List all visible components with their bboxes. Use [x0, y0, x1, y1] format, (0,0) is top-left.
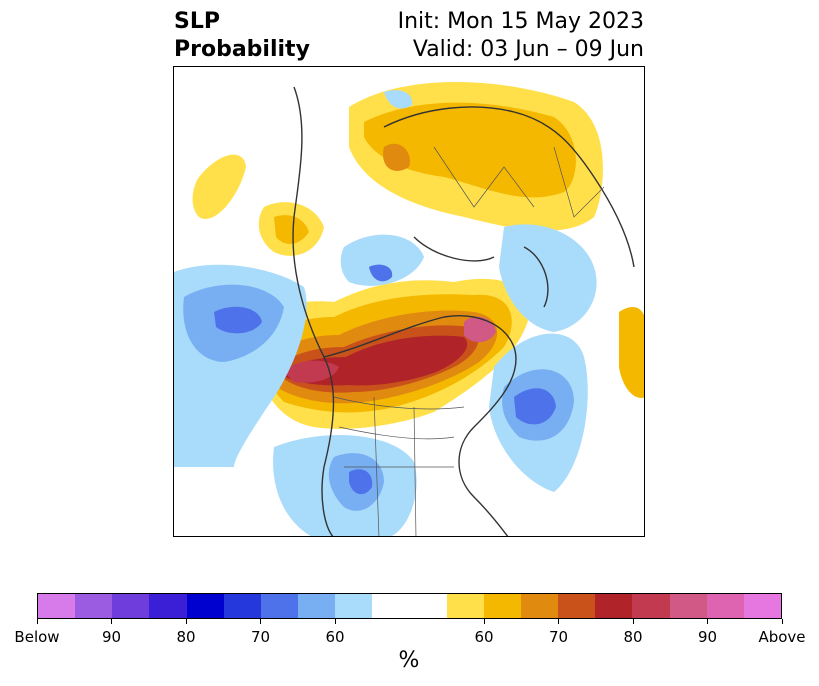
- forecast-dates: Init: Mon 15 May 2023 Valid: 03 Jun – 09…: [398, 8, 644, 64]
- colorbar-cell-below-5: [223, 594, 261, 618]
- colorbar-unit: %: [398, 648, 420, 673]
- colorbar-cell-above-1: [483, 594, 522, 618]
- colorbar-tick-label: 70: [250, 628, 271, 646]
- anomaly-gold-coast: [274, 215, 309, 244]
- coastlines: [292, 86, 635, 536]
- anomaly-lightblue-arctic: [499, 224, 597, 332]
- anomaly-crimson-west: [284, 360, 339, 383]
- anomaly-yellow-east: [619, 307, 644, 398]
- colorbar-tick-mark: [334, 619, 336, 624]
- colorbar-cell-above-7: [706, 594, 744, 618]
- colorbar-cell-below-1: [75, 594, 113, 618]
- colorbar-tick-label: 90: [101, 628, 122, 646]
- colorbar-cell-below-0: [38, 594, 76, 618]
- colorbar-tick-mark: [483, 619, 485, 624]
- colorbar-cell-below-3: [149, 594, 187, 618]
- map-title: SLP Probability: [174, 8, 310, 64]
- colorbar-cell-above-2: [521, 594, 559, 618]
- colorbar-tick-mark: [558, 619, 559, 624]
- colorbar-cell-below-2: [112, 594, 150, 618]
- colorbar-tick-label: Below: [14, 628, 60, 646]
- colorbar-tick-mark: [632, 619, 634, 624]
- anomaly-midblue-atlantic: [514, 388, 556, 425]
- colorbar-tick-label: 90: [697, 628, 718, 646]
- colorbar-tick-mark: [707, 619, 708, 624]
- colorbar-cell-below-8: [335, 594, 373, 618]
- colorbar-tick-label: 80: [623, 628, 643, 646]
- title-line-1: SLP: [174, 9, 220, 34]
- colorbar-cell-above-8: [743, 594, 782, 618]
- colorbar-cell-below-4: [186, 594, 224, 618]
- colorbar-tick-mark: [185, 619, 187, 624]
- borders: [333, 146, 605, 536]
- map-canvas: [174, 82, 644, 536]
- colorbar-tick-mark: [260, 619, 261, 624]
- probability-colorbar: [37, 593, 782, 619]
- probability-map: [173, 66, 645, 537]
- colorbar-tick-mark: [111, 619, 112, 624]
- colorbar-tick-label: Above: [758, 628, 806, 646]
- anomaly-lightblue-north: [384, 90, 413, 109]
- colorbar-cell-above-6: [669, 594, 707, 618]
- colorbar-tick-mark: [36, 619, 38, 624]
- anomaly-lightblue-center: [340, 234, 424, 286]
- valid-period: Valid: 03 Jun – 09 Jun: [412, 37, 644, 62]
- colorbar-tick-label: 70: [548, 628, 569, 646]
- colorbar-cell-above-4: [595, 594, 633, 618]
- anomaly-blue-center: [369, 264, 393, 282]
- colorbar-tick-label: 60: [325, 628, 345, 646]
- colorbar-cell-above-3: [558, 594, 596, 618]
- colorbar-cell-above-5: [632, 594, 670, 618]
- colorbar-cell-above-0: [446, 594, 484, 618]
- init-date: Init: Mon 15 May 2023: [397, 9, 644, 34]
- anomaly-gold-north: [364, 102, 576, 198]
- anomaly-crimson-east: [464, 316, 496, 343]
- colorbar-tick-label: 80: [176, 628, 196, 646]
- anomaly-midblue-south: [349, 469, 373, 495]
- colorbar-cell-neutral: [372, 594, 447, 618]
- colorbar-cell-below-6: [260, 594, 299, 618]
- colorbar-tick-mark: [781, 619, 783, 624]
- colorbar-cell-below-7: [298, 594, 336, 618]
- anomaly-orange-north: [383, 143, 410, 171]
- title-line-2: Probability: [174, 37, 310, 62]
- colorbar-tick-label: 60: [474, 628, 494, 646]
- anomaly-yellow-left: [192, 154, 246, 219]
- anomaly-midblue-west: [214, 306, 262, 334]
